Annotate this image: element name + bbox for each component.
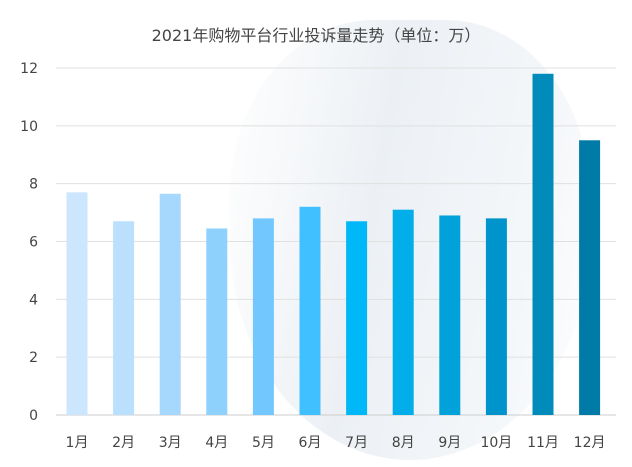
bar	[66, 192, 88, 415]
bar	[113, 221, 135, 415]
x-tick-label: 5月	[252, 435, 275, 451]
y-tick-label: 0	[29, 408, 38, 424]
x-tick-label: 6月	[299, 435, 322, 451]
y-tick-label: 2	[29, 350, 38, 366]
bar	[206, 228, 228, 415]
bar	[439, 215, 461, 415]
y-tick-label: 8	[29, 177, 38, 193]
y-tick-label: 12	[20, 61, 38, 77]
bar	[485, 218, 507, 415]
y-tick-label: 4	[29, 292, 38, 308]
bar	[532, 73, 554, 416]
x-tick-label: 1月	[66, 435, 89, 451]
x-tick-label: 9月	[438, 435, 461, 451]
x-tick-label: 8月	[392, 435, 415, 451]
x-tick-label: 10月	[480, 435, 512, 451]
bar	[346, 221, 368, 415]
x-tick-label: 3月	[159, 435, 182, 451]
bar	[252, 218, 274, 415]
bar	[579, 140, 601, 415]
x-tick-label: 11月	[527, 435, 559, 451]
x-tick-label: 12月	[574, 435, 606, 451]
y-tick-label: 10	[20, 119, 38, 135]
bar	[299, 206, 321, 415]
x-tick-label: 4月	[205, 435, 228, 451]
bar	[159, 193, 181, 415]
x-tick-label: 2月	[112, 435, 135, 451]
y-tick-label: 6	[29, 235, 38, 251]
bar	[392, 209, 414, 415]
chart-title: 2021年购物平台行业投诉量走势（单位：万）	[151, 26, 481, 45]
x-tick-label: 7月	[345, 435, 368, 451]
